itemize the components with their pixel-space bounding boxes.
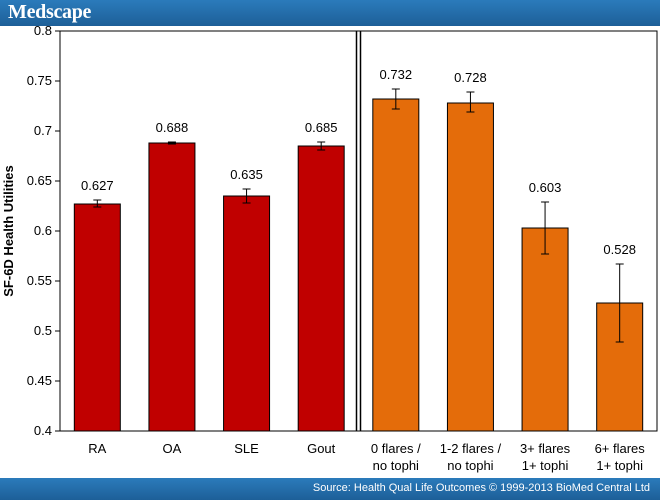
category-label: no tophi — [447, 458, 493, 473]
category-label: 3+ flares — [520, 441, 571, 456]
category-label: 1+ tophi — [596, 458, 643, 473]
header-bar: Medscape — [0, 0, 660, 26]
data-label: 0.728 — [454, 70, 487, 85]
bar — [148, 142, 196, 432]
category-label: 1-2 flares / — [440, 441, 502, 456]
category-label: RA — [88, 441, 106, 456]
bar — [446, 102, 494, 432]
y-tick-label: 0.7 — [34, 123, 52, 138]
data-label: 0.688 — [156, 120, 189, 135]
data-label: 0.732 — [380, 67, 413, 82]
bar-chart: 0.4 0.45 0.5 0.55 0.6 0.65 0.7 0.75 0.8 SF-6D Hea… — [1, 23, 658, 473]
category-label: 0 flares / — [371, 441, 421, 456]
medscape-logo[interactable]: Medscape — [8, 1, 92, 23]
footer-bar: Source: Health Qual Life Outcomes © 1999… — [0, 478, 660, 500]
data-label: 0.627 — [81, 178, 114, 193]
y-tick-label: 0.6 — [34, 223, 52, 238]
data-label: 0.603 — [529, 180, 562, 195]
category-label: 6+ flares — [595, 441, 646, 456]
y-tick-label: 0.45 — [27, 373, 52, 388]
category-label: SLE — [234, 441, 259, 456]
y-tick-label: 0.55 — [27, 273, 52, 288]
category-label: 1+ tophi — [522, 458, 569, 473]
category-label: no tophi — [373, 458, 419, 473]
data-label: 0.635 — [230, 167, 263, 182]
y-tick-label: 0.65 — [27, 173, 52, 188]
bar — [521, 227, 569, 432]
bar — [297, 145, 345, 432]
y-tick-label: 0.4 — [34, 423, 52, 438]
y-tick-label: 0.75 — [27, 73, 52, 88]
data-label: 0.528 — [603, 242, 636, 257]
data-label: 0.685 — [305, 120, 338, 135]
y-tick-label: 0.5 — [34, 323, 52, 338]
bar — [73, 203, 121, 432]
bar — [223, 195, 271, 432]
category-label: Gout — [307, 441, 336, 456]
category-label: OA — [163, 441, 182, 456]
bar — [372, 98, 420, 432]
source-credit: Source: Health Qual Life Outcomes © 1999… — [312, 482, 650, 494]
y-axis-title: SF-6D Health Utilities — [1, 165, 16, 296]
y-tick-label: 0.8 — [34, 23, 52, 38]
